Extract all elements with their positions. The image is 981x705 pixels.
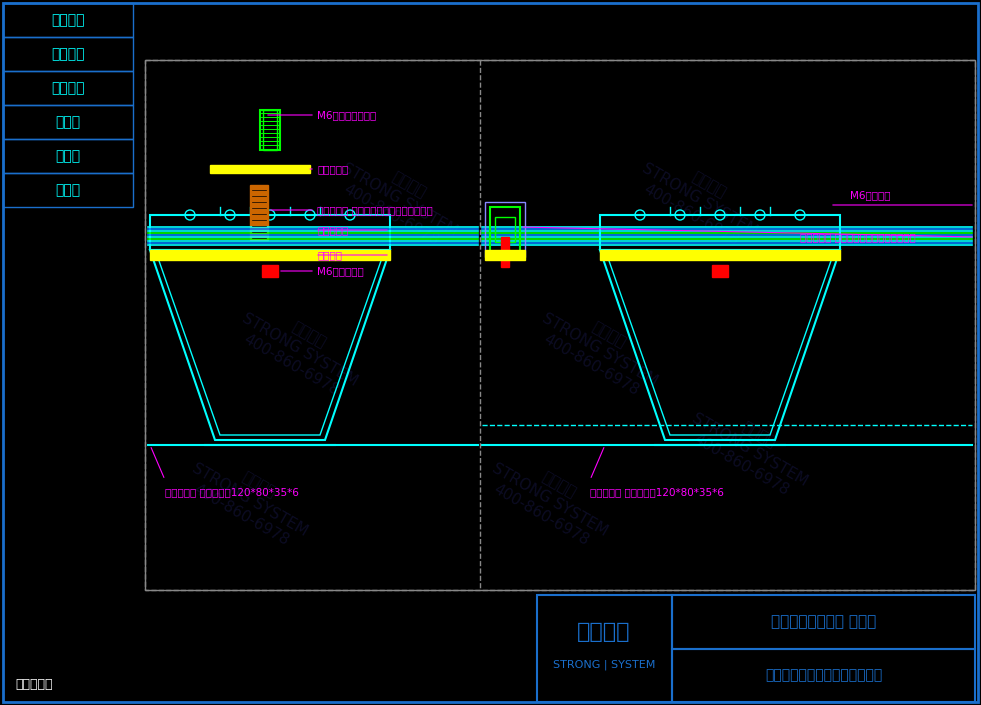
Text: 超级防腔: 超级防腔 <box>51 81 84 95</box>
Text: 大跨度: 大跨度 <box>56 115 80 129</box>
Text: 西创系统： 公母螺栓（专利，连续夸接）: 西创系统： 公母螺栓（专利，连续夸接） <box>317 205 433 215</box>
Text: 西创系统
STRONG SYSTEM
400-860-6978: 西创系统 STRONG SYSTEM 400-860-6978 <box>681 396 819 504</box>
Text: 西创系统
STRONG SYSTEM
400-860-6978: 西创系统 STRONG SYSTEM 400-860-6978 <box>331 146 469 255</box>
Bar <box>3 37 133 71</box>
Bar <box>495 217 515 242</box>
Text: 橡胶喈皮: 橡胶喈皮 <box>317 250 342 260</box>
Bar <box>145 60 975 590</box>
Bar <box>262 265 278 277</box>
Text: 西创系统
STRONG SYSTEM
400-860-6978: 西创系统 STRONG SYSTEM 400-860-6978 <box>531 296 669 404</box>
Text: 开模铝型材: 开模铝型材 <box>317 225 348 235</box>
Bar <box>3 105 133 139</box>
Text: STRONG | SYSTEM: STRONG | SYSTEM <box>553 659 655 670</box>
Text: 西创系统
STRONG SYSTEM
400-860-6978: 西创系统 STRONG SYSTEM 400-860-6978 <box>481 446 619 554</box>
Bar <box>145 60 975 590</box>
Bar <box>490 207 520 252</box>
Bar <box>250 185 268 240</box>
Text: 专利产品！: 专利产品！ <box>15 678 53 692</box>
Bar <box>210 165 310 173</box>
Bar <box>150 215 390 250</box>
Text: 安全防火: 安全防火 <box>51 13 84 27</box>
Bar <box>485 250 525 260</box>
Text: 西创系统
STRONG SYSTEM
400-860-6978: 西创系统 STRONG SYSTEM 400-860-6978 <box>631 146 769 255</box>
Bar <box>712 265 728 277</box>
Bar <box>537 595 672 702</box>
Text: 环保节能: 环保节能 <box>51 47 84 61</box>
Bar <box>672 595 975 649</box>
Bar <box>600 250 840 260</box>
Text: 西创系统: 西创系统 <box>577 623 631 642</box>
Bar <box>3 139 133 173</box>
Bar <box>485 202 525 257</box>
Text: 西创系统： 梯形精制锂120*80*35*6: 西创系统： 梯形精制锂120*80*35*6 <box>590 487 724 497</box>
Text: 铝合金压码: 铝合金压码 <box>317 164 348 174</box>
Text: 西创系统
STRONG SYSTEM
400-860-6978: 西创系统 STRONG SYSTEM 400-860-6978 <box>181 446 319 554</box>
Bar <box>3 71 133 105</box>
Text: 更细细: 更细细 <box>56 183 80 197</box>
Bar <box>3 173 133 207</box>
Text: M6不锈锂盘头螺栓: M6不锈锂盘头螺栓 <box>317 110 377 120</box>
Bar <box>260 110 280 150</box>
Text: 大通透: 大通透 <box>56 149 80 163</box>
Bar <box>600 215 840 250</box>
Text: M6不锈锂淮: M6不锈锂淮 <box>850 190 891 200</box>
Text: M6不锈锂坪母: M6不锈锂坪母 <box>317 266 364 276</box>
Text: 西创系统： 梯形精制锂120*80*35*6: 西创系统： 梯形精制锂120*80*35*6 <box>165 487 299 497</box>
Bar <box>3 3 133 37</box>
Text: 西创系统
STRONG SYSTEM
400-860-6978: 西创系统 STRONG SYSTEM 400-860-6978 <box>231 296 369 404</box>
Text: 梯形精制锂系统： 采光顶: 梯形精制锂系统： 采光顶 <box>771 614 876 630</box>
Text: 西创金属科技（江苏）有限公司: 西创金属科技（江苏）有限公司 <box>765 668 882 682</box>
Bar <box>672 649 975 702</box>
Bar <box>263 110 277 150</box>
Text: 西创系统： 公母螺栓（专利，连续夸接）: 西创系统： 公母螺栓（专利，连续夸接） <box>800 232 915 242</box>
Bar <box>501 237 509 267</box>
Bar <box>150 250 390 260</box>
